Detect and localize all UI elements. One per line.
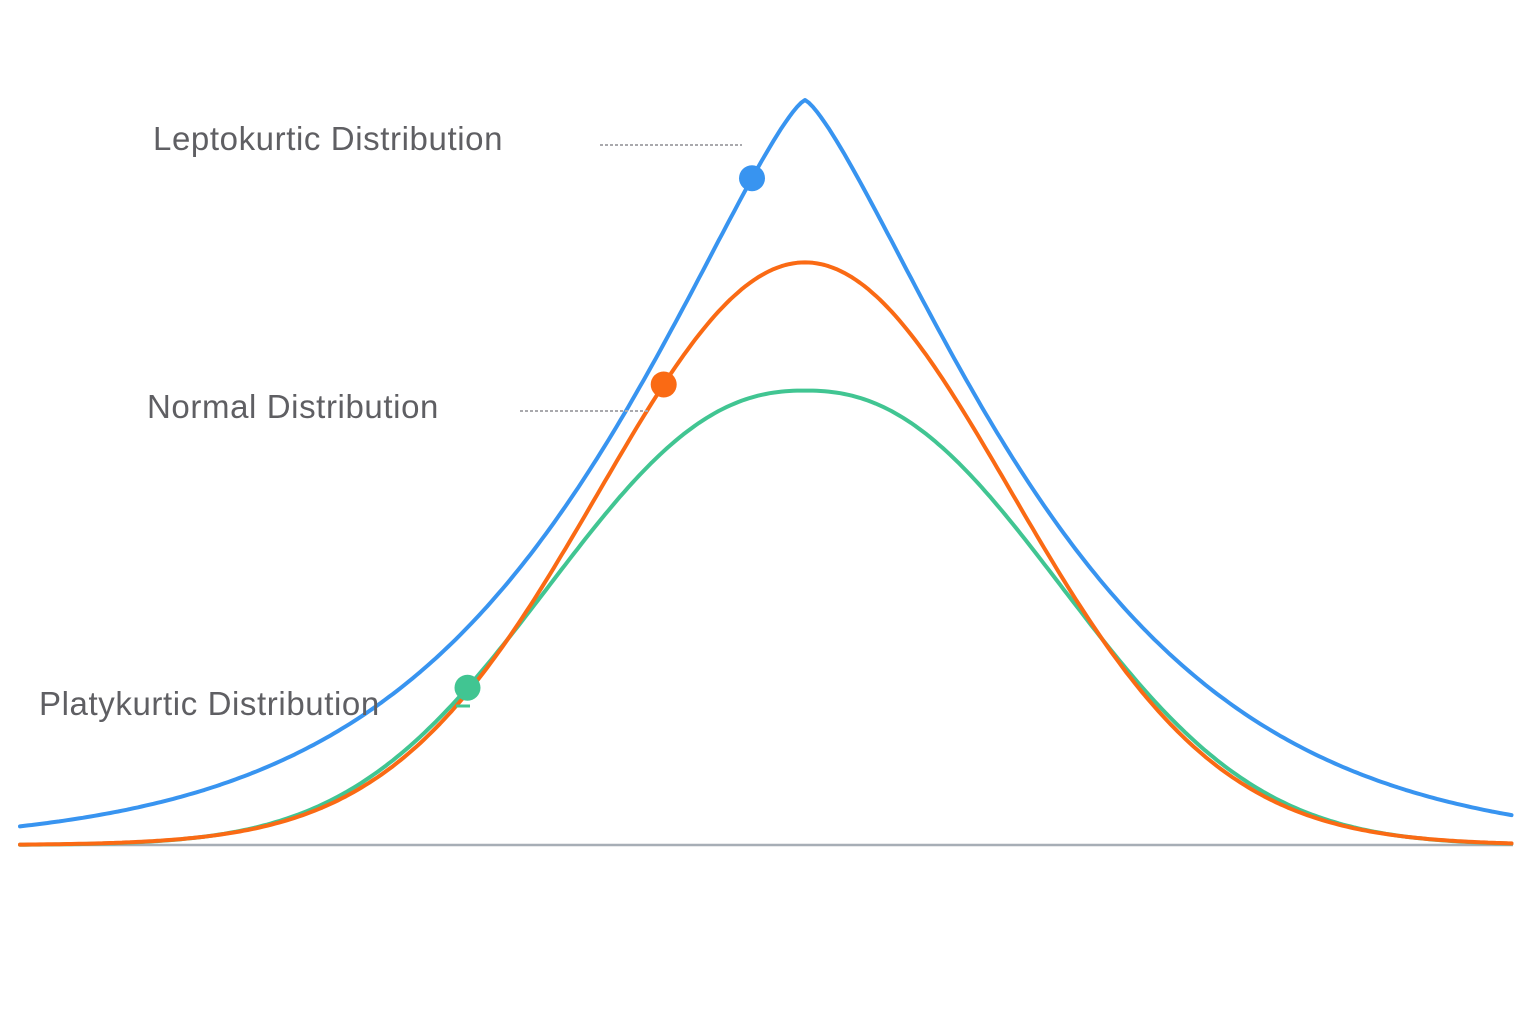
legend-leptokurtic: Leptokurtic Distribution (153, 120, 742, 157)
markers-group (454, 165, 765, 701)
label-normal: Normal Distribution (147, 388, 439, 425)
curves-group (18, 98, 1514, 847)
curve-normal (18, 260, 1514, 847)
legend-normal: Normal Distribution (147, 388, 650, 425)
marker-platykurtic (454, 674, 481, 701)
curve-leptokurtic (18, 98, 1514, 829)
marker-leptokurtic (739, 165, 765, 192)
legend-platykurtic: Platykurtic Distribution (39, 685, 470, 722)
marker-normal (650, 371, 677, 398)
label-platykurtic: Platykurtic Distribution (39, 685, 380, 722)
label-leptokurtic: Leptokurtic Distribution (153, 120, 503, 157)
